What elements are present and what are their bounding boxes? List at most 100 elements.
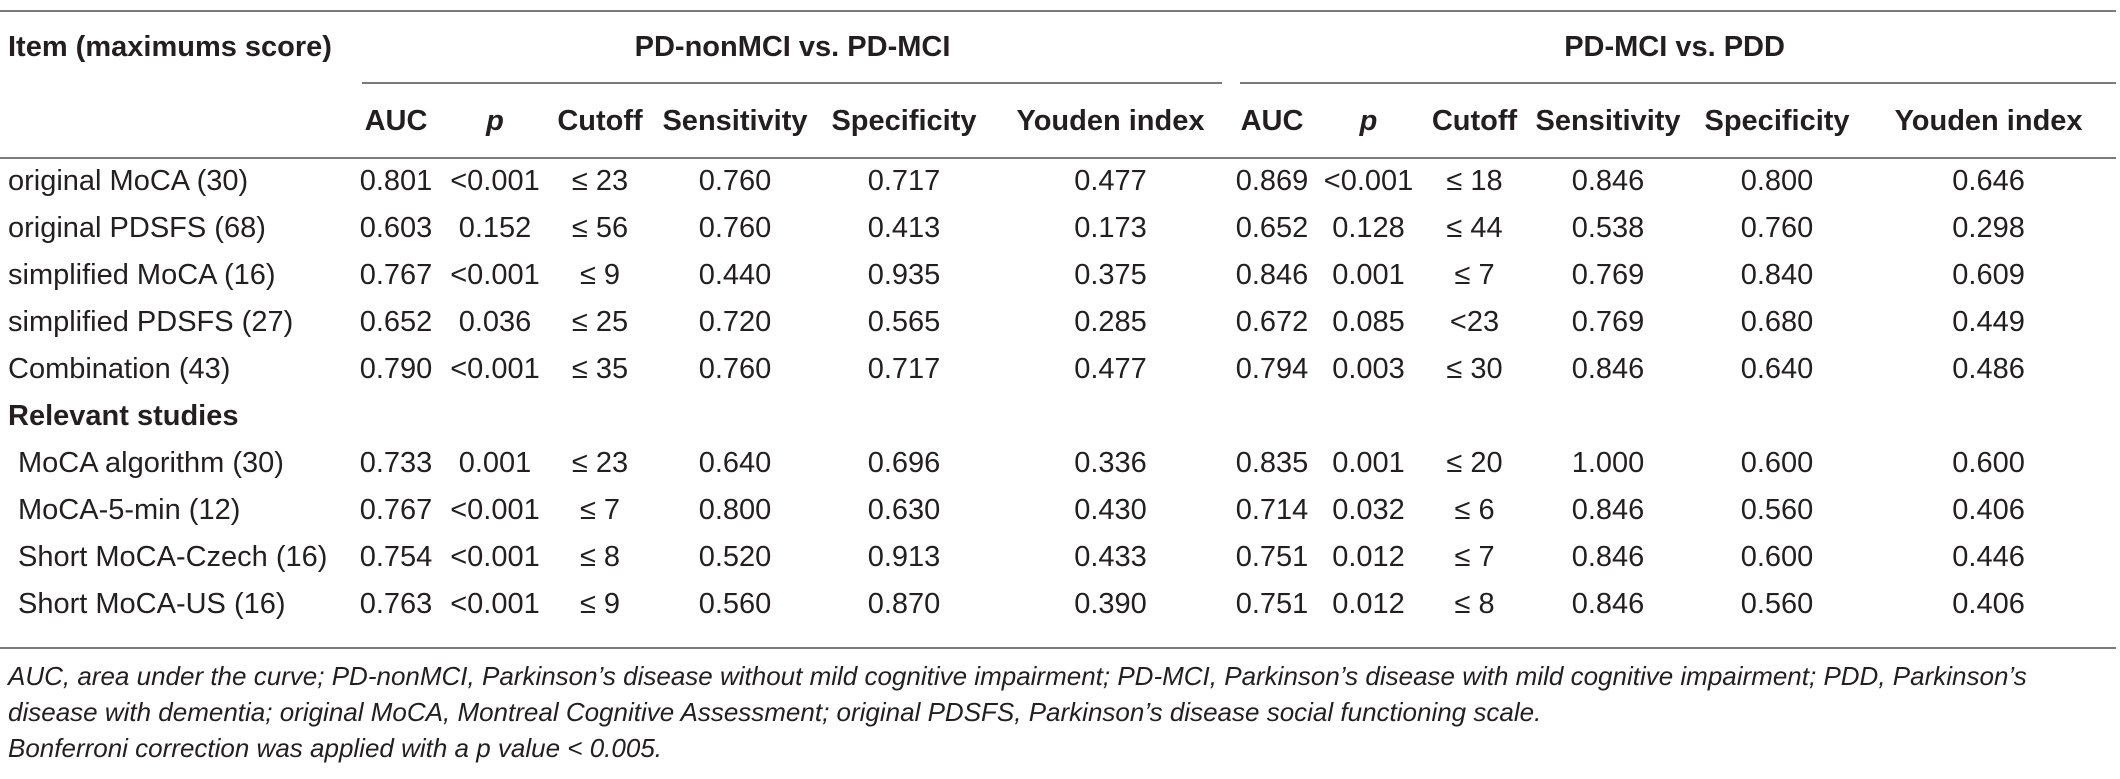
table-cell: ≤ 30 (1446, 353, 1503, 385)
table-cell: 0.001 (458, 447, 532, 479)
table-cell: ≤ 35 (571, 353, 629, 385)
table-cell: <0.001 (450, 541, 540, 573)
col-specificity-1: Specificity (831, 105, 977, 137)
table-cell: 0.935 (867, 259, 941, 291)
bottom-rule (0, 647, 2116, 649)
group1-underline (362, 82, 1222, 84)
table-cell: <0.001 (1323, 165, 1414, 197)
table-cell: 0.870 (867, 588, 941, 620)
table-cell: 0.477 (1074, 165, 1147, 197)
col-youden-1: Youden index (1016, 105, 1205, 137)
table-cell: 0.652 (359, 306, 433, 338)
table-cell: 0.406 (1952, 588, 2025, 620)
table-cell: 0.336 (1074, 447, 1147, 479)
table-cell: <0.001 (450, 353, 540, 385)
table-cell: 0.538 (1571, 212, 1645, 244)
col-auc-2: AUC (1240, 105, 1304, 137)
table-cell: 0.760 (1740, 212, 1814, 244)
table-cell: 0.767 (359, 259, 433, 291)
table-cell: <0.001 (450, 165, 540, 197)
table-cell: 0.680 (1740, 306, 1814, 338)
table-cell: 0.603 (359, 212, 433, 244)
table-cell: 0.001 (1332, 259, 1405, 291)
table-cell: 0.751 (1235, 588, 1309, 620)
row-label: Combination (43) (8, 353, 231, 385)
table-row: simplified MoCA (16) 0.767 <0.001 ≤ 9 0.440 0… (0, 252, 2116, 299)
table-cell: 0.440 (698, 259, 772, 291)
table-cell: 0.794 (1235, 353, 1309, 385)
header-row-groups: Item (maximums score) PD-nonMCI vs. PD-M… (0, 10, 2116, 85)
table-row: original MoCA (30) 0.801 <0.001 ≤ 23 0.760 0.… (0, 158, 2116, 205)
table-cell: 0.012 (1332, 541, 1405, 573)
table-cell: 0.406 (1952, 494, 2025, 526)
item-column-header: Item (maximums score) (8, 31, 332, 63)
table-cell: 0.413 (867, 212, 941, 244)
table-cell: 0.032 (1332, 494, 1405, 526)
table-cell: 0.609 (1952, 259, 2025, 291)
table-cell: 0.835 (1235, 447, 1309, 479)
table-cell: ≤ 23 (571, 165, 629, 197)
table-cell: 0.846 (1571, 494, 1645, 526)
table-cell: 0.285 (1074, 306, 1147, 338)
row-label: simplified MoCA (16) (8, 259, 276, 291)
table-cell: <0.001 (450, 259, 540, 291)
row-label: original MoCA (30) (8, 165, 249, 197)
table-cell: <0.001 (450, 588, 540, 620)
table-cell: 0.375 (1074, 259, 1147, 291)
footnote-bonferroni: Bonferroni correction was applied with a… (8, 733, 662, 763)
table-cell: 0.754 (359, 541, 433, 573)
table-cell: 0.913 (867, 541, 941, 573)
col-cutoff-2: Cutoff (1431, 105, 1518, 137)
table-cell: 0.003 (1332, 353, 1405, 385)
table-cell: ≤ 7 (1454, 541, 1495, 573)
group2-underline (1240, 82, 2116, 84)
table-cell: 0.846 (1571, 165, 1645, 197)
table-cell: 0.600 (1952, 447, 2025, 479)
group2-title: PD-MCI vs. PDD (1564, 31, 1785, 63)
col-sensitivity-1: Sensitivity (662, 105, 808, 137)
table-cell: 0.846 (1571, 541, 1645, 573)
table-cell: ≤ 25 (571, 306, 629, 338)
table-cell: 0.846 (1571, 353, 1645, 385)
table-cell: <0.001 (450, 494, 540, 526)
table-cell: 0.869 (1235, 165, 1309, 197)
table-cell: 0.790 (359, 353, 433, 385)
item-column-spacer (0, 85, 352, 158)
table-cell: ≤ 8 (1454, 588, 1495, 620)
table-cell: ≤ 18 (1446, 165, 1503, 197)
table-cell: 0.486 (1952, 353, 2025, 385)
main-rows: original MoCA (30) 0.801 <0.001 ≤ 23 0.760 0.… (0, 158, 2116, 393)
table-cell: ≤ 9 (579, 588, 621, 620)
col-cutoff-1: Cutoff (557, 105, 643, 137)
footnote-abbreviations: AUC, area under the curve; PD-nonMCI, Pa… (8, 661, 2027, 727)
row-label: Short MoCA-Czech (16) (18, 541, 328, 573)
table-cell: 0.672 (1235, 306, 1309, 338)
table-cell: 0.717 (867, 165, 941, 197)
results-table: Item (maximums score) PD-nonMCI vs. PD-M… (0, 10, 2116, 628)
table-cell: 0.846 (1235, 259, 1309, 291)
col-sensitivity-2: Sensitivity (1535, 105, 1681, 137)
top-rule (0, 10, 2116, 12)
col-auc-1: AUC (364, 105, 428, 137)
table-cell: 0.012 (1332, 588, 1405, 620)
table-cell: 0.652 (1235, 212, 1309, 244)
table-cell: 0.430 (1074, 494, 1147, 526)
table-row: Short MoCA-Czech (16) 0.754 <0.001 ≤ 8 0.520… (0, 534, 2116, 581)
table-cell: 0.760 (698, 353, 772, 385)
table-row: Short MoCA-US (16) 0.763 <0.001 ≤ 9 0.560 0.8… (0, 581, 2116, 628)
table-cell: 0.769 (1571, 259, 1645, 291)
col-specificity-2: Specificity (1704, 105, 1850, 137)
table-row: original PDSFS (68) 0.603 0.152 ≤ 56 0.760 0.… (0, 205, 2116, 252)
table-cell: 0.733 (359, 447, 433, 479)
table-row: MoCA-5-min (12) 0.767 <0.001 ≤ 7 0.800 0.630 0… (0, 487, 2116, 534)
table-cell: ≤ 8 (579, 541, 621, 573)
header-row-columns: AUC p Cutoff Sensitivity Specificity You… (0, 85, 2116, 158)
table-cell: ≤ 23 (571, 447, 629, 479)
table-cell: ≤ 7 (579, 494, 621, 526)
col-youden-2: Youden index (1894, 105, 2083, 137)
table-cell: 0.696 (867, 447, 941, 479)
table-cell: 0.128 (1332, 212, 1405, 244)
table-cell: 0.630 (867, 494, 941, 526)
table-cell: ≤ 9 (579, 259, 621, 291)
